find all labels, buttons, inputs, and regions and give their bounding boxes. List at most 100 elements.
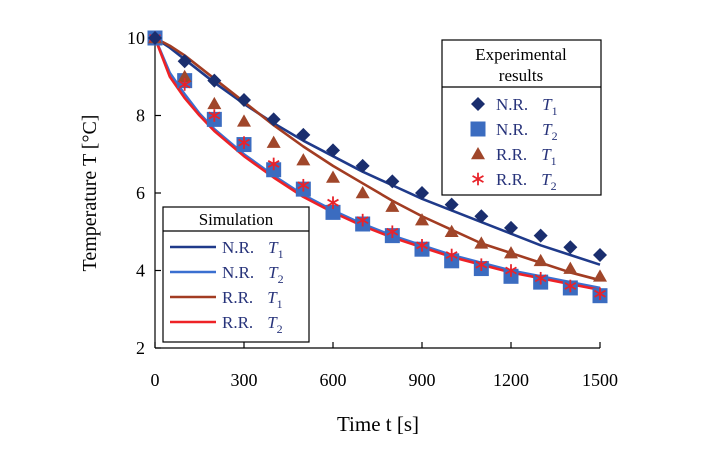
exp-legend-entry-3-var: T xyxy=(541,170,552,189)
marker-rr-t2 xyxy=(505,264,517,277)
sim-legend-entry-1-sub: 2 xyxy=(278,272,284,286)
experimental-legend: Experimental results N.R. T1N.R. T2R.R. T1R… xyxy=(441,39,602,196)
marker-rr-t2 xyxy=(475,258,488,271)
exp-legend-entry-1-label: N.R. T2 xyxy=(496,120,558,143)
sim-legend-entry-0-var: T xyxy=(268,238,279,257)
marker-rr-t2 xyxy=(356,213,369,227)
marker-nr-t1 xyxy=(296,127,311,142)
marker-nr-t2 xyxy=(325,204,341,220)
marker-rr-t1 xyxy=(444,224,459,237)
exp-legend-entry-3-sub: 2 xyxy=(551,179,557,193)
y-tick-label: 2 xyxy=(136,338,145,358)
sim-legend-entry-2-prefix: R.R. xyxy=(222,288,253,307)
marker-rr-t2 xyxy=(445,248,458,262)
exp-legend-entry-2-label: R.R. T1 xyxy=(496,145,557,168)
marker-rr-t1 xyxy=(177,69,192,82)
marker-rr-t1 xyxy=(563,261,578,274)
x-axis-label: Time t [s] xyxy=(337,412,419,436)
x-tick-label: 1500 xyxy=(582,370,618,390)
marker-rr-t1 xyxy=(326,170,340,183)
exp-legend-entry-0-prefix: N.R. xyxy=(496,95,528,114)
simulation-legend-title: Simulation xyxy=(199,210,274,229)
exp-legend-entry-1-sub: 2 xyxy=(552,129,558,143)
sim-legend-entry-2-var: T xyxy=(267,288,278,307)
x-tick-label: 600 xyxy=(320,370,347,390)
sim-legend-entry-0-sub: 1 xyxy=(278,247,284,261)
sim-line-rr-t1 xyxy=(154,36,601,282)
exp-legend-entry-1-prefix: N.R. xyxy=(496,120,528,139)
exp-legend-entry-1-var: T xyxy=(542,120,553,139)
legend-marker-rr-t2 xyxy=(472,172,484,186)
y-axis-label: Temperature T [°C] xyxy=(79,115,101,272)
marker-rr-t2 xyxy=(238,136,250,149)
marker-rr-t2 xyxy=(178,78,191,91)
exp-legend-entry-3-prefix: R.R. xyxy=(496,170,527,189)
marker-nr-t1 xyxy=(474,209,489,224)
exp-legend-entry-3-label: R.R. T2 xyxy=(496,170,557,193)
sim-line-nr-t1 xyxy=(154,36,601,266)
experimental-legend-title-line2: results xyxy=(499,66,543,85)
exp-legend-entry-0-sub: 1 xyxy=(552,104,558,118)
legend-marker-nr-t2 xyxy=(470,121,486,137)
sim-legend-entry-3-prefix: R.R. xyxy=(222,313,253,332)
marker-rr-t2 xyxy=(534,271,547,285)
marker-nr-t1 xyxy=(237,93,251,107)
sim-legend-entry-3-label: R.R. T2 xyxy=(222,313,283,336)
marker-rr-t1 xyxy=(504,246,518,259)
sim-legend-entry-0-label: N.R. T1 xyxy=(222,238,284,261)
y-tick-label: 8 xyxy=(136,106,145,126)
marker-rr-t2 xyxy=(416,239,428,252)
exp-legend-entry-2-sub: 1 xyxy=(551,154,557,168)
marker-rr-t2 xyxy=(564,279,577,293)
marker-rr-t1 xyxy=(355,186,370,199)
exp-legend-entry-0-var: T xyxy=(542,95,553,114)
marker-rr-t1 xyxy=(533,253,548,267)
x-tick-label: 0 xyxy=(151,370,160,390)
sim-legend-entry-1-var: T xyxy=(268,263,279,282)
marker-rr-t2 xyxy=(208,109,221,122)
marker-rr-t1 xyxy=(237,114,251,127)
marker-rr-t2 xyxy=(297,178,310,192)
experimental-legend-title-line1: Experimental xyxy=(475,45,567,64)
experimental-legend-box xyxy=(441,39,602,196)
sim-legend-entry-1-label: N.R. T2 xyxy=(222,263,284,286)
marker-nr-t1 xyxy=(415,186,429,200)
exp-legend-entry-2-var: T xyxy=(541,145,552,164)
sim-legend-entry-3-sub: 2 xyxy=(277,322,283,336)
marker-rr-t2 xyxy=(267,157,280,171)
simulation-legend-box xyxy=(162,206,310,343)
marker-nr-t1 xyxy=(444,197,459,212)
marker-rr-t1 xyxy=(593,269,607,282)
marker-nr-t1 xyxy=(266,112,281,127)
marker-nr-t1 xyxy=(563,240,578,255)
x-tick-label: 300 xyxy=(231,370,258,390)
y-tick-label: 6 xyxy=(136,183,145,203)
y-tick-label: 4 xyxy=(136,261,145,281)
marker-nr-t1 xyxy=(533,228,548,243)
simulation-legend: Simulation N.R. T1N.R. T2R.R. T1R.R. T2 xyxy=(162,206,310,343)
x-tick-label: 1200 xyxy=(493,370,529,390)
legend-marker-nr-t1 xyxy=(471,97,485,111)
marker-nr-t1 xyxy=(593,248,607,262)
marker-rr-t2 xyxy=(594,287,606,301)
x-tick-label: 900 xyxy=(409,370,436,390)
sim-legend-entry-2-label: R.R. T1 xyxy=(222,288,283,311)
experimental-markers xyxy=(147,30,608,304)
marker-rr-t1 xyxy=(296,153,311,166)
marker-nr-t1 xyxy=(207,73,222,88)
marker-rr-t2 xyxy=(386,225,399,239)
marker-nr-t1 xyxy=(177,54,192,69)
marker-rr-t1 xyxy=(385,199,400,212)
sim-legend-entry-3-var: T xyxy=(267,313,278,332)
marker-rr-t1 xyxy=(207,96,222,110)
marker-rr-t1 xyxy=(415,213,429,226)
axis-ticks: 0 300 600 900 1200 1500 2 4 6 8 10 xyxy=(127,28,618,390)
exp-legend-entry-2-prefix: R.R. xyxy=(496,145,527,164)
exp-legend-entry-0-label: N.R. T1 xyxy=(496,95,558,118)
marker-rr-t1 xyxy=(474,236,489,249)
marker-nr-t1 xyxy=(385,174,400,189)
marker-nr-t1 xyxy=(504,220,518,235)
sim-legend-entry-1-prefix: N.R. xyxy=(222,263,254,282)
sim-legend-entry-0-prefix: N.R. xyxy=(222,238,254,257)
